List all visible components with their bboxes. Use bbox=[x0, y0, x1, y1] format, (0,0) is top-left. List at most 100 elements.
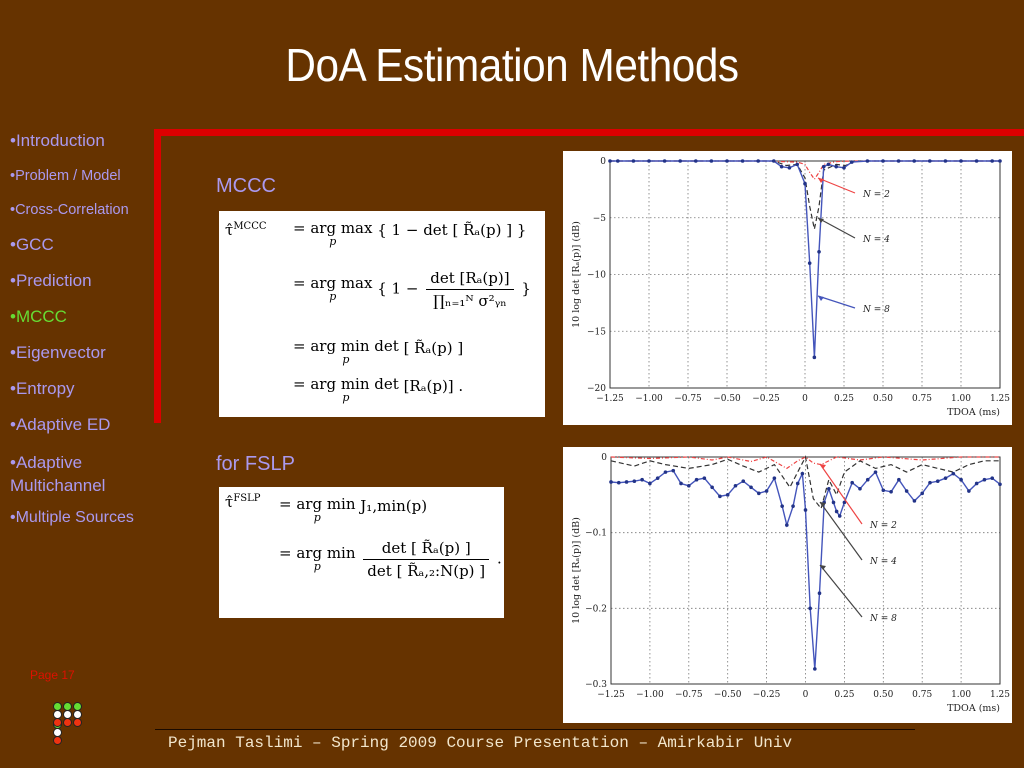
series-marker bbox=[817, 250, 821, 254]
series-marker bbox=[990, 476, 995, 480]
formula-fraction: det [ R̃ₐ(p) ] det [ R̃ₐ,₂:N(p) ] bbox=[363, 539, 490, 580]
series-marker bbox=[904, 489, 909, 493]
x-tick-label: −1.25 bbox=[596, 394, 624, 404]
series-marker bbox=[912, 499, 917, 503]
series-marker bbox=[791, 504, 795, 508]
arrowhead bbox=[820, 565, 826, 570]
x-tick-label: −1.25 bbox=[597, 690, 625, 700]
sidebar-item-introduction[interactable]: •Introduction bbox=[10, 131, 105, 150]
series-marker bbox=[709, 159, 714, 163]
series-line-n4 bbox=[610, 160, 1000, 230]
plot-bottom: −1.25 −1.00 −0.75 −0.50 −0.25 0 0.25 0.50 0.75 1.… bbox=[563, 447, 1012, 723]
series-marker bbox=[813, 667, 817, 671]
series-marker bbox=[831, 500, 836, 505]
sidebar-item-entropy[interactable]: •Entropy bbox=[10, 379, 75, 398]
formula-line: = arg min det p [Rₐ(p)] . bbox=[293, 377, 463, 405]
series-marker bbox=[807, 261, 812, 265]
sidebar-item-prediction[interactable]: •Prediction bbox=[10, 271, 92, 290]
formula-lhs: τ̂ bbox=[225, 221, 234, 239]
formula-under: p bbox=[342, 353, 350, 366]
series-marker bbox=[624, 480, 629, 484]
arrowhead bbox=[818, 218, 824, 223]
sidebar-item-mccc[interactable]: •MCCC bbox=[10, 307, 67, 326]
formula-lhs-sup: FSLP bbox=[233, 493, 261, 504]
annotation-label: N = 4 bbox=[862, 235, 890, 245]
formula-op: = arg min bbox=[279, 495, 356, 513]
formula-pre: { 1 − bbox=[377, 279, 419, 298]
sidebar-item-adaptive-multichannel[interactable]: •Adaptive Multichannel bbox=[10, 453, 106, 495]
y-tick-label: 0 bbox=[601, 453, 607, 463]
annotation-label: N = 2 bbox=[862, 190, 890, 200]
series-marker bbox=[764, 489, 769, 493]
formula-line: = arg min det p [ R̃ₐ(p) ] bbox=[293, 339, 463, 367]
series-marker bbox=[951, 471, 956, 476]
y-axis-label: 10 log det [Rₐ(p)] (dB) bbox=[571, 517, 582, 624]
sidebar-item-problem-model[interactable]: •Problem / Model bbox=[10, 168, 121, 184]
series-marker bbox=[710, 485, 714, 490]
formula-lhs-sup: MCCC bbox=[233, 221, 267, 232]
series-marker bbox=[850, 160, 854, 164]
series-marker bbox=[662, 159, 667, 163]
series-marker bbox=[827, 486, 831, 491]
series-marker bbox=[967, 489, 971, 493]
sidebar-item-multiple-sources[interactable]: •Multiple Sources bbox=[10, 509, 134, 526]
series-marker bbox=[896, 159, 901, 163]
series-marker bbox=[757, 491, 761, 496]
series-marker bbox=[725, 493, 730, 497]
series-marker bbox=[694, 477, 699, 482]
series-marker bbox=[800, 471, 805, 476]
series-marker bbox=[928, 480, 932, 485]
series-marker bbox=[834, 164, 838, 169]
series-marker bbox=[826, 162, 831, 167]
fslp-formula: τ̂FSLP = arg min p J₁,min(p) = arg min p d… bbox=[219, 487, 504, 618]
plot-top: −1.25 −1.00 −0.75 −0.50 −0.25 0 0.25 0.50 0.75 1.… bbox=[563, 151, 1012, 425]
nav-dot bbox=[53, 718, 62, 727]
series-marker bbox=[608, 159, 612, 163]
formula-op: = arg min det bbox=[293, 337, 399, 355]
series-marker bbox=[850, 480, 854, 485]
footer-text: Pejman Taslimi – Spring 2009 Course Pres… bbox=[168, 734, 793, 752]
series-marker bbox=[795, 481, 800, 486]
series-marker bbox=[631, 159, 636, 163]
annotation-label: N = 4 bbox=[869, 557, 897, 567]
x-tick-label: 0 bbox=[802, 394, 808, 404]
series-marker bbox=[733, 483, 738, 488]
series-marker bbox=[990, 159, 994, 163]
slide-title: DoA Estimation Methods bbox=[285, 39, 739, 91]
sidebar-item-cross-correlation[interactable]: •Cross-Correlation bbox=[10, 202, 129, 218]
series-marker bbox=[974, 481, 979, 486]
fraction-denominator: ∏ₙ₌₁ᴺ σ²ᵧₙ bbox=[433, 292, 507, 310]
formula-body: J₁,min(p) bbox=[360, 497, 428, 515]
formula-op: = arg min det bbox=[293, 375, 399, 393]
y-tick-label: −0.3 bbox=[585, 680, 607, 690]
series-marker bbox=[756, 159, 760, 163]
formula-op: = arg min bbox=[279, 543, 356, 562]
formula-line: = arg max p { 1 − det [ R̃ₐ(p) ] } bbox=[293, 221, 526, 249]
sidebar-item-adaptive-ed[interactable]: •Adaptive ED bbox=[10, 415, 111, 434]
series-marker bbox=[821, 164, 826, 169]
accent-frame-left bbox=[154, 129, 161, 423]
sidebar-item-gcc[interactable]: •GCC bbox=[10, 235, 54, 254]
x-tick-label: 1.25 bbox=[990, 394, 1010, 404]
x-tick-label: 1.00 bbox=[951, 690, 971, 700]
y-tick-label: −5 bbox=[593, 214, 607, 224]
y-tick-label: −0.1 bbox=[585, 529, 607, 539]
series-marker bbox=[889, 490, 893, 494]
formula-under: p bbox=[329, 289, 337, 303]
y-tick-label: −15 bbox=[587, 327, 606, 337]
series-marker bbox=[998, 482, 1002, 487]
series-marker bbox=[694, 159, 698, 163]
series-marker bbox=[616, 159, 620, 163]
arrowhead bbox=[818, 178, 824, 183]
series-marker bbox=[663, 470, 668, 474]
y-axis-label: 10 log det [Rₐ(p)] (dB) bbox=[571, 221, 582, 328]
x-axis-label: TDOA (ms) bbox=[947, 407, 1000, 418]
annotation-arrow bbox=[819, 463, 863, 525]
formula-line: = arg max p { 1 − det [Rₐ(p)] ∏ₙ₌₁ᴺ σ²ᵧₙ } bbox=[293, 269, 531, 310]
series-marker bbox=[632, 479, 637, 484]
series-marker bbox=[740, 159, 745, 163]
formula-under: p bbox=[313, 511, 321, 524]
formula-op: = arg max bbox=[293, 273, 373, 292]
series-marker bbox=[873, 470, 878, 474]
sidebar-item-eigenvector[interactable]: •Eigenvector bbox=[10, 343, 106, 362]
